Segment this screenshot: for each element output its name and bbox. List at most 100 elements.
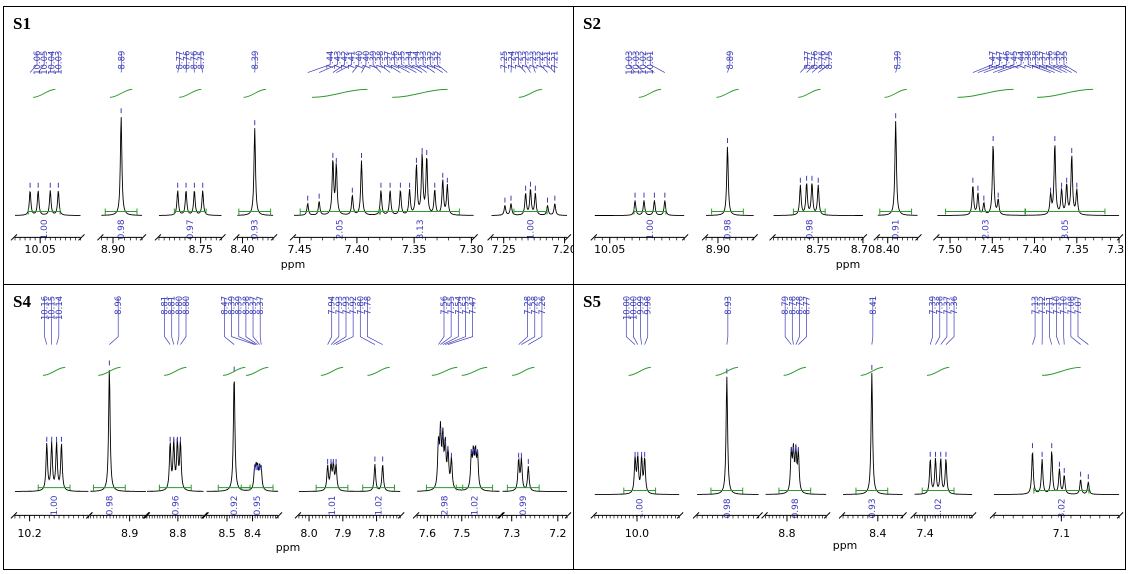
peak-label-leader bbox=[231, 297, 255, 345]
peak-label-leader bbox=[193, 52, 195, 73]
integral-curve bbox=[33, 88, 56, 98]
integral-curve bbox=[461, 366, 488, 376]
peak-label-leader bbox=[437, 52, 448, 73]
integral-value: 0.97 bbox=[186, 219, 196, 239]
spectrum-segment: 0.988.93 bbox=[697, 296, 759, 518]
axis-tick-label: 8.8 bbox=[169, 527, 186, 540]
integral-curve bbox=[109, 88, 133, 98]
spectrum-segment: 0.918.39 bbox=[877, 51, 918, 239]
axis-tick-label: 7.40 bbox=[1022, 243, 1046, 256]
peak-label-leader bbox=[642, 52, 655, 73]
integral-value: 1.00 bbox=[40, 219, 50, 239]
integral-curve bbox=[367, 366, 390, 376]
integral-value: 1.00 bbox=[646, 219, 656, 239]
axis-break bbox=[590, 234, 598, 241]
integral-value: 0.96 bbox=[171, 495, 181, 515]
axis-tick-label: 8.75 bbox=[806, 243, 830, 256]
integral-curve bbox=[783, 366, 806, 376]
spectrum-trace bbox=[706, 146, 754, 216]
spectrum-s4: 1.0010.1610.1510.1410.20.988.968.90.968.… bbox=[10, 296, 572, 554]
peak-label-leader bbox=[49, 52, 52, 73]
axis-break bbox=[590, 512, 598, 519]
axis-tick-label: 8.70 bbox=[851, 243, 875, 256]
axis-break bbox=[1116, 234, 1124, 241]
spectrum-trace bbox=[90, 370, 147, 492]
axis-tick-label: 7.35 bbox=[1065, 243, 1089, 256]
integral-curve bbox=[716, 88, 739, 98]
integral-value: 1.01 bbox=[328, 496, 338, 516]
axis-break bbox=[233, 234, 240, 241]
axis-break bbox=[823, 512, 831, 519]
integral-value: 0.95 bbox=[253, 496, 263, 516]
axis-break bbox=[860, 234, 868, 241]
axis-break bbox=[294, 512, 302, 519]
integral-value: 2.03 bbox=[982, 219, 992, 239]
peak-label-leader bbox=[171, 297, 175, 345]
integral-value: 1.02 bbox=[375, 496, 385, 516]
peak-label-leader bbox=[998, 52, 1022, 73]
integral-value: 0.91 bbox=[892, 219, 902, 239]
peak-label-leader bbox=[945, 297, 955, 345]
integral-value: 0.98 bbox=[791, 498, 801, 518]
peak-label-leader bbox=[224, 297, 235, 345]
integral-curve bbox=[518, 88, 543, 98]
peak-label-leader bbox=[440, 297, 452, 345]
peak-label-leader bbox=[185, 52, 187, 73]
integral-curve bbox=[42, 366, 66, 376]
peak-label-leader bbox=[335, 297, 354, 345]
spectrum-trace bbox=[237, 128, 274, 216]
axis-tick-label: 7.50 bbox=[938, 243, 962, 256]
axis-break bbox=[487, 234, 494, 241]
peak-label-leader bbox=[401, 52, 417, 73]
peak-label-leader bbox=[245, 297, 258, 345]
axis-tick-label: 7.5 bbox=[453, 527, 470, 540]
axis-break bbox=[154, 234, 162, 241]
peak-label-leader bbox=[447, 297, 473, 345]
integral-curve bbox=[884, 88, 907, 98]
axis-break bbox=[139, 234, 147, 241]
spectrum-trace bbox=[914, 457, 973, 495]
axis-break bbox=[756, 512, 763, 519]
axis-break bbox=[201, 512, 208, 519]
spectrum-trace bbox=[594, 455, 680, 495]
axis-tick-label: 8.0 bbox=[300, 527, 317, 540]
integral-curve bbox=[798, 88, 821, 98]
axis-tick-label: 7.6 bbox=[419, 527, 436, 540]
axis-tick-label: 7.1 bbox=[1053, 527, 1070, 540]
spectrum-segment: 0.968.818.818.808.80 bbox=[146, 296, 204, 515]
peak-label-leader bbox=[811, 52, 823, 73]
axis-tick-label: 8.90 bbox=[101, 243, 125, 256]
spectrum-trace bbox=[491, 188, 567, 216]
axis-tick-label: 8.4 bbox=[244, 527, 261, 540]
integral-curve bbox=[926, 366, 950, 376]
axis-tick-label: 8.75 bbox=[188, 243, 212, 256]
integral-curve bbox=[320, 366, 344, 376]
axis-break bbox=[10, 234, 18, 241]
peak-label-leader bbox=[940, 297, 948, 345]
axis-break bbox=[564, 234, 572, 241]
axis-break bbox=[873, 234, 881, 241]
peak-label-leader bbox=[628, 52, 636, 73]
spectrum-segment: 0.988.798.788.788.77 bbox=[765, 296, 827, 518]
peak-label-leader bbox=[445, 297, 466, 345]
peak-label-leader bbox=[319, 52, 338, 73]
integral-curve bbox=[98, 366, 121, 376]
peak-label-leader bbox=[442, 297, 459, 345]
axis-tick-label: 7.40 bbox=[345, 243, 369, 256]
spectrum-trace bbox=[765, 443, 827, 495]
peak-label-leader bbox=[528, 297, 543, 345]
peak-label-leader bbox=[546, 52, 556, 73]
integral-curve bbox=[164, 366, 187, 376]
peak-label-leader bbox=[784, 297, 792, 345]
integral-value: 0.98 bbox=[105, 495, 115, 515]
peak-label-leader bbox=[307, 52, 331, 73]
axis-break bbox=[701, 234, 709, 241]
integral-value: 1.00 bbox=[526, 219, 536, 239]
spectrum-segment: 0.978.778.768.768.75 bbox=[158, 51, 222, 239]
peak-label-leader bbox=[37, 52, 45, 73]
integral-curve bbox=[1042, 366, 1081, 376]
peak-label-leader bbox=[532, 52, 536, 73]
integral-value: 0.98 bbox=[723, 498, 733, 518]
axis-break bbox=[498, 512, 505, 519]
